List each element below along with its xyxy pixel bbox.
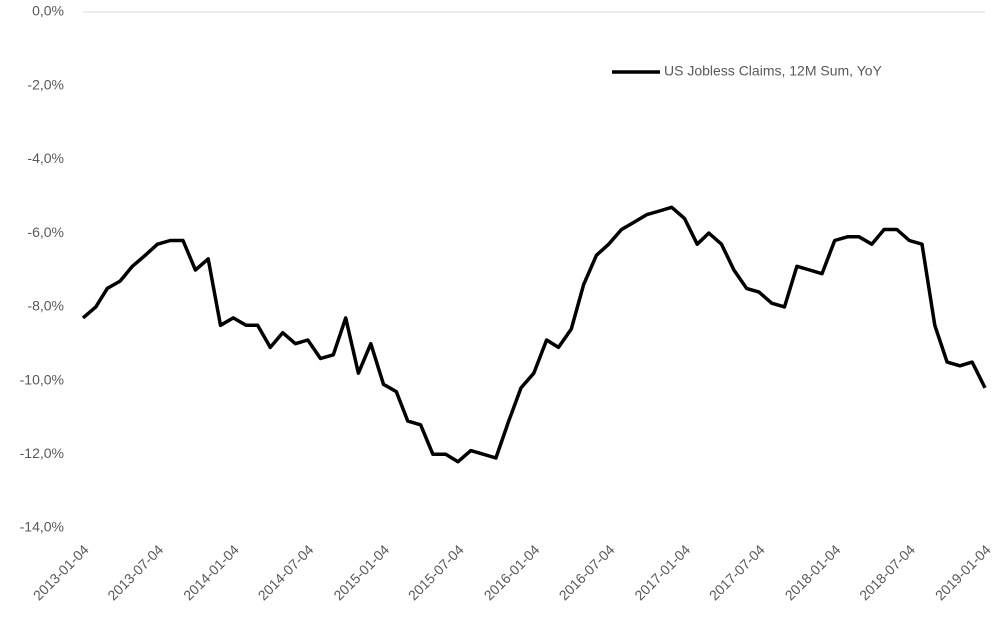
y-tick-label: -2,0% bbox=[27, 76, 64, 92]
x-tick-label: 2015-01-04 bbox=[330, 541, 392, 603]
x-tick-label: 2016-07-04 bbox=[556, 541, 618, 603]
y-tick-label: -14,0% bbox=[20, 519, 64, 535]
x-tick-label: 2019-01-04 bbox=[932, 541, 994, 603]
x-tick-label: 2013-01-04 bbox=[30, 541, 92, 603]
legend-label: US Jobless Claims, 12M Sum, YoY bbox=[664, 63, 883, 79]
x-tick-label: 2018-01-04 bbox=[782, 541, 844, 603]
y-tick-label: -4,0% bbox=[27, 150, 64, 166]
x-tick-label: 2015-07-04 bbox=[405, 541, 467, 603]
x-tick-label: 2017-01-04 bbox=[631, 541, 693, 603]
y-tick-label: -8,0% bbox=[27, 298, 64, 314]
x-tick-label: 2016-01-04 bbox=[481, 541, 543, 603]
x-tick-label: 2014-01-04 bbox=[180, 541, 242, 603]
y-tick-label: -10,0% bbox=[20, 371, 64, 387]
y-tick-label: -12,0% bbox=[20, 445, 64, 461]
x-tick-label: 2017-07-04 bbox=[706, 541, 768, 603]
x-tick-label: 2014-07-04 bbox=[255, 541, 317, 603]
data-line bbox=[81, 205, 987, 464]
y-tick-label: 0,0% bbox=[32, 3, 64, 19]
y-tick-label: -6,0% bbox=[27, 224, 64, 240]
x-tick-label: 2018-07-04 bbox=[856, 541, 918, 603]
x-tick-label: 2013-07-04 bbox=[104, 541, 166, 603]
